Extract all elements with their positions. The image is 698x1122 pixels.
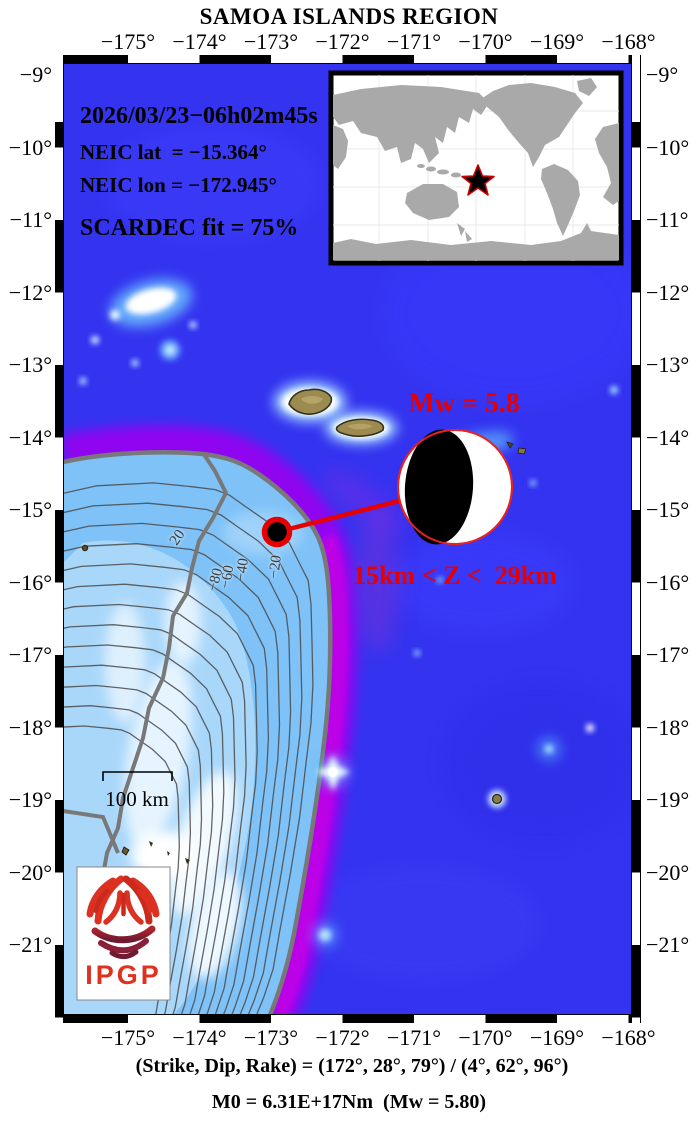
lon-label-bottom: −173° [243,1025,299,1050]
lon-label-bottom: −169° [529,1025,585,1050]
lat-label-left: −15° [8,497,52,522]
scale-bar [102,771,173,781]
lon-label-bottom: −172° [315,1025,370,1050]
magnitude-label: Mw = 5.8 [408,388,520,419]
moment-label: M0 = 6.31E+17Nm (Mw = 5.80) [211,1091,487,1113]
lat-label-left: −10° [8,134,52,160]
lat-label-left: −11° [9,207,52,232]
ipgp-logo-swirl [86,875,160,960]
slab-contour-line [63,603,247,1015]
neic-lon-label: NEIC lon = −172.945° [80,173,277,197]
bathymetry-map [63,63,632,1015]
lat-label-left: −12° [8,279,52,305]
lat-label-right: −9° [646,62,679,87]
depth-range-label: 15km < Z < 29km [353,561,557,590]
lat-label-right: −20° [646,859,690,885]
ipgp-logo [76,866,171,1001]
slab-contour-line [63,684,203,1015]
lat-label-right: −18° [646,714,690,740]
map-frame-left [55,55,63,1023]
lat-label-right: −17° [646,642,690,667]
lon-label-top: −174° [172,29,227,54]
inset-epicenter-star [461,164,495,196]
lon-label-bottom: −170° [458,1025,513,1050]
lon-label-top: −173° [243,29,299,54]
lat-label-right: −12° [646,279,690,305]
lat-label-left: −16° [8,569,52,595]
scale-bar-label: 100 km [105,787,169,811]
lon-label-top: −169° [529,29,585,54]
origin-time-label: 2026/03/23−06h02m45s [80,103,318,129]
slab-contour-line [63,522,292,1015]
slab-contour-line [63,543,281,1015]
lon-label-bottom: −175° [100,1025,156,1050]
neic-lat-label: NEIC lat = −15.364° [80,140,267,164]
inset-continents [333,78,619,260]
island-niue [491,793,503,805]
trench-purple-band [63,425,404,1015]
lon-label-top: −171° [386,29,442,54]
lat-label-right: −14° [646,424,690,450]
lat-label-left: −13° [8,352,52,377]
lat-label-left: −19° [8,787,52,812]
map-frame-top [55,55,641,63]
slab-contour-line [63,482,314,1015]
scardec-fit-label: SCARDEC fit = 75% [80,215,299,241]
lat-label-right: −19° [646,787,690,812]
lon-label-top: −168° [601,29,656,54]
lon-label-bottom: −171° [386,1025,442,1050]
slab-contour-line [63,502,303,1015]
lat-label-left: −18° [8,714,52,740]
map-frame-bottom [55,1015,641,1023]
lat-label-left: −21° [8,932,52,957]
lat-label-left: −14° [8,424,52,450]
samoa-islands [81,382,527,946]
lat-label-left: −9° [19,62,52,87]
plate-boundary-zigzag [101,451,228,876]
lat-label-right: −15° [646,497,690,522]
lon-label-top: −172° [315,29,370,54]
page-title: SAMOA ISLANDS REGION [199,4,499,29]
ocean-mottling [103,123,632,983]
slab-contour-line [63,583,258,1015]
lon-label-top: −175° [100,29,156,54]
lon-label-bottom: −174° [172,1025,227,1050]
lat-label-right: −13° [646,352,690,377]
lat-label-left: −20° [8,859,52,885]
lat-label-right: −11° [646,207,689,232]
lat-label-right: −21° [646,932,690,957]
ipgp-logo-text: IPGP [85,960,162,990]
slab-contour-line [63,664,214,1015]
focal-connector-line [276,497,404,535]
beachball-focal-mechanism [397,429,513,545]
lon-label-top: −170° [458,29,513,54]
lat-label-right: −10° [646,134,690,160]
contour-depth-label: −20 [266,554,285,580]
lon-label-bottom: −168° [601,1025,656,1050]
world-inset-map [328,70,624,266]
slab-contour-line [63,624,236,1015]
map-frame-right [632,55,640,1023]
slab-contour-line [63,563,270,1015]
plate-boundary-spur [63,809,120,854]
epicenter-marker [261,516,293,548]
map-frame-inner-outline [63,63,632,1015]
lat-label-right: −16° [646,569,690,595]
strike-dip-rake-label: (Strike, Dip, Rake) = (172°, 28°, 79°) /… [135,1055,569,1077]
lat-label-left: −17° [8,642,52,667]
slab-contour-line [63,644,225,1015]
